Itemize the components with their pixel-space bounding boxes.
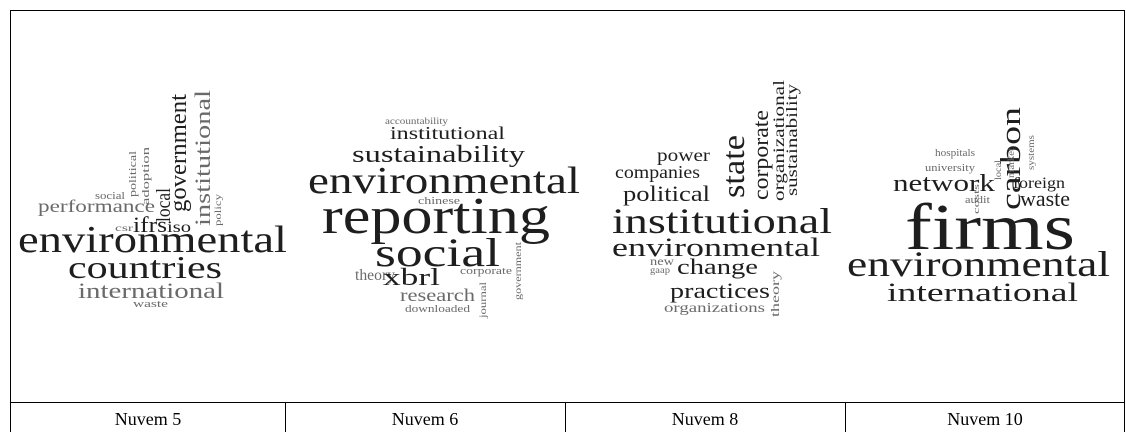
cloud-word: institutional [190, 90, 215, 226]
cloud-word: change [677, 254, 758, 279]
cloud-word: performance [38, 196, 155, 216]
cloud-word: institutional [612, 201, 832, 241]
cloud-word: market [1006, 147, 1016, 178]
cloud-word: institutional [390, 123, 505, 143]
cloud-word: downloaded [405, 304, 470, 315]
cloud-word: international [887, 278, 1078, 307]
cloud-word: environmental [308, 160, 580, 202]
caption: Nuvem 5 [115, 409, 182, 429]
cloud-word: new [650, 254, 674, 268]
cloud-word: state [715, 135, 751, 198]
cloud-word: theory [355, 267, 395, 284]
cloud-word: social [375, 230, 500, 275]
cloud-word: environmental [847, 244, 1110, 284]
cloud-word: power [657, 145, 710, 165]
cloud-word: companies [615, 162, 700, 182]
cloud-word: university [925, 163, 975, 174]
cloud-word: journal [478, 281, 488, 319]
cloud-word: firms [905, 191, 1075, 264]
cloud-word: reporting [322, 188, 550, 245]
cloud-word: waste [1020, 186, 1070, 211]
cloud-word: countries [68, 249, 222, 285]
cloud-word: audit [965, 195, 990, 206]
cloud-word: local [993, 159, 1003, 180]
cloud-word: gaap [650, 265, 671, 275]
cloud-word: government [513, 241, 523, 300]
cloud-word: accountability [385, 116, 449, 126]
cloud-word: international [78, 278, 224, 303]
cloud-word: systems [1026, 134, 1036, 170]
cloud-word: policy [213, 193, 223, 226]
cloud-word: government [166, 94, 192, 212]
cloud-word: chinese [418, 196, 461, 207]
cloud-word: ifrs [133, 212, 167, 237]
cloud-word: social [95, 191, 125, 202]
cloud-word: costs [972, 184, 981, 214]
cloud-word: hospitals [935, 148, 975, 159]
cloud-word: sustainability [352, 142, 525, 168]
cloud-word: organizational [771, 79, 788, 201]
cloud-word: sustainability [784, 84, 801, 196]
cloud-word: political [623, 181, 710, 206]
cloud-word: adoption [140, 146, 152, 205]
cloud-word: practices [670, 278, 770, 303]
cloud-word: environmental [18, 219, 287, 261]
cloud-word: corporate [748, 110, 773, 200]
cloud-word: iso [167, 219, 191, 236]
cloud-word: organizations [664, 301, 765, 316]
cloud-word: corporate [460, 266, 513, 277]
cloud-word: environmental [612, 233, 820, 262]
cloud-word: csr [115, 223, 133, 233]
caption: Nuvem 6 [392, 409, 459, 429]
frame [10, 10, 1125, 403]
cloud-word: local [153, 188, 175, 222]
cloud-word: xbrl [383, 265, 440, 291]
cloud-word: theory [768, 271, 782, 317]
caption: Nuvem 8 [672, 409, 739, 429]
cloud-word: carbon [996, 107, 1027, 210]
cloud-word: research [400, 285, 475, 305]
cloud-word: political [128, 151, 139, 197]
cloud-word: network [893, 171, 995, 197]
caption: Nuvem 10 [947, 409, 1023, 429]
cloud-word: foreign [1013, 175, 1065, 192]
cloud-word: waste [133, 299, 169, 310]
